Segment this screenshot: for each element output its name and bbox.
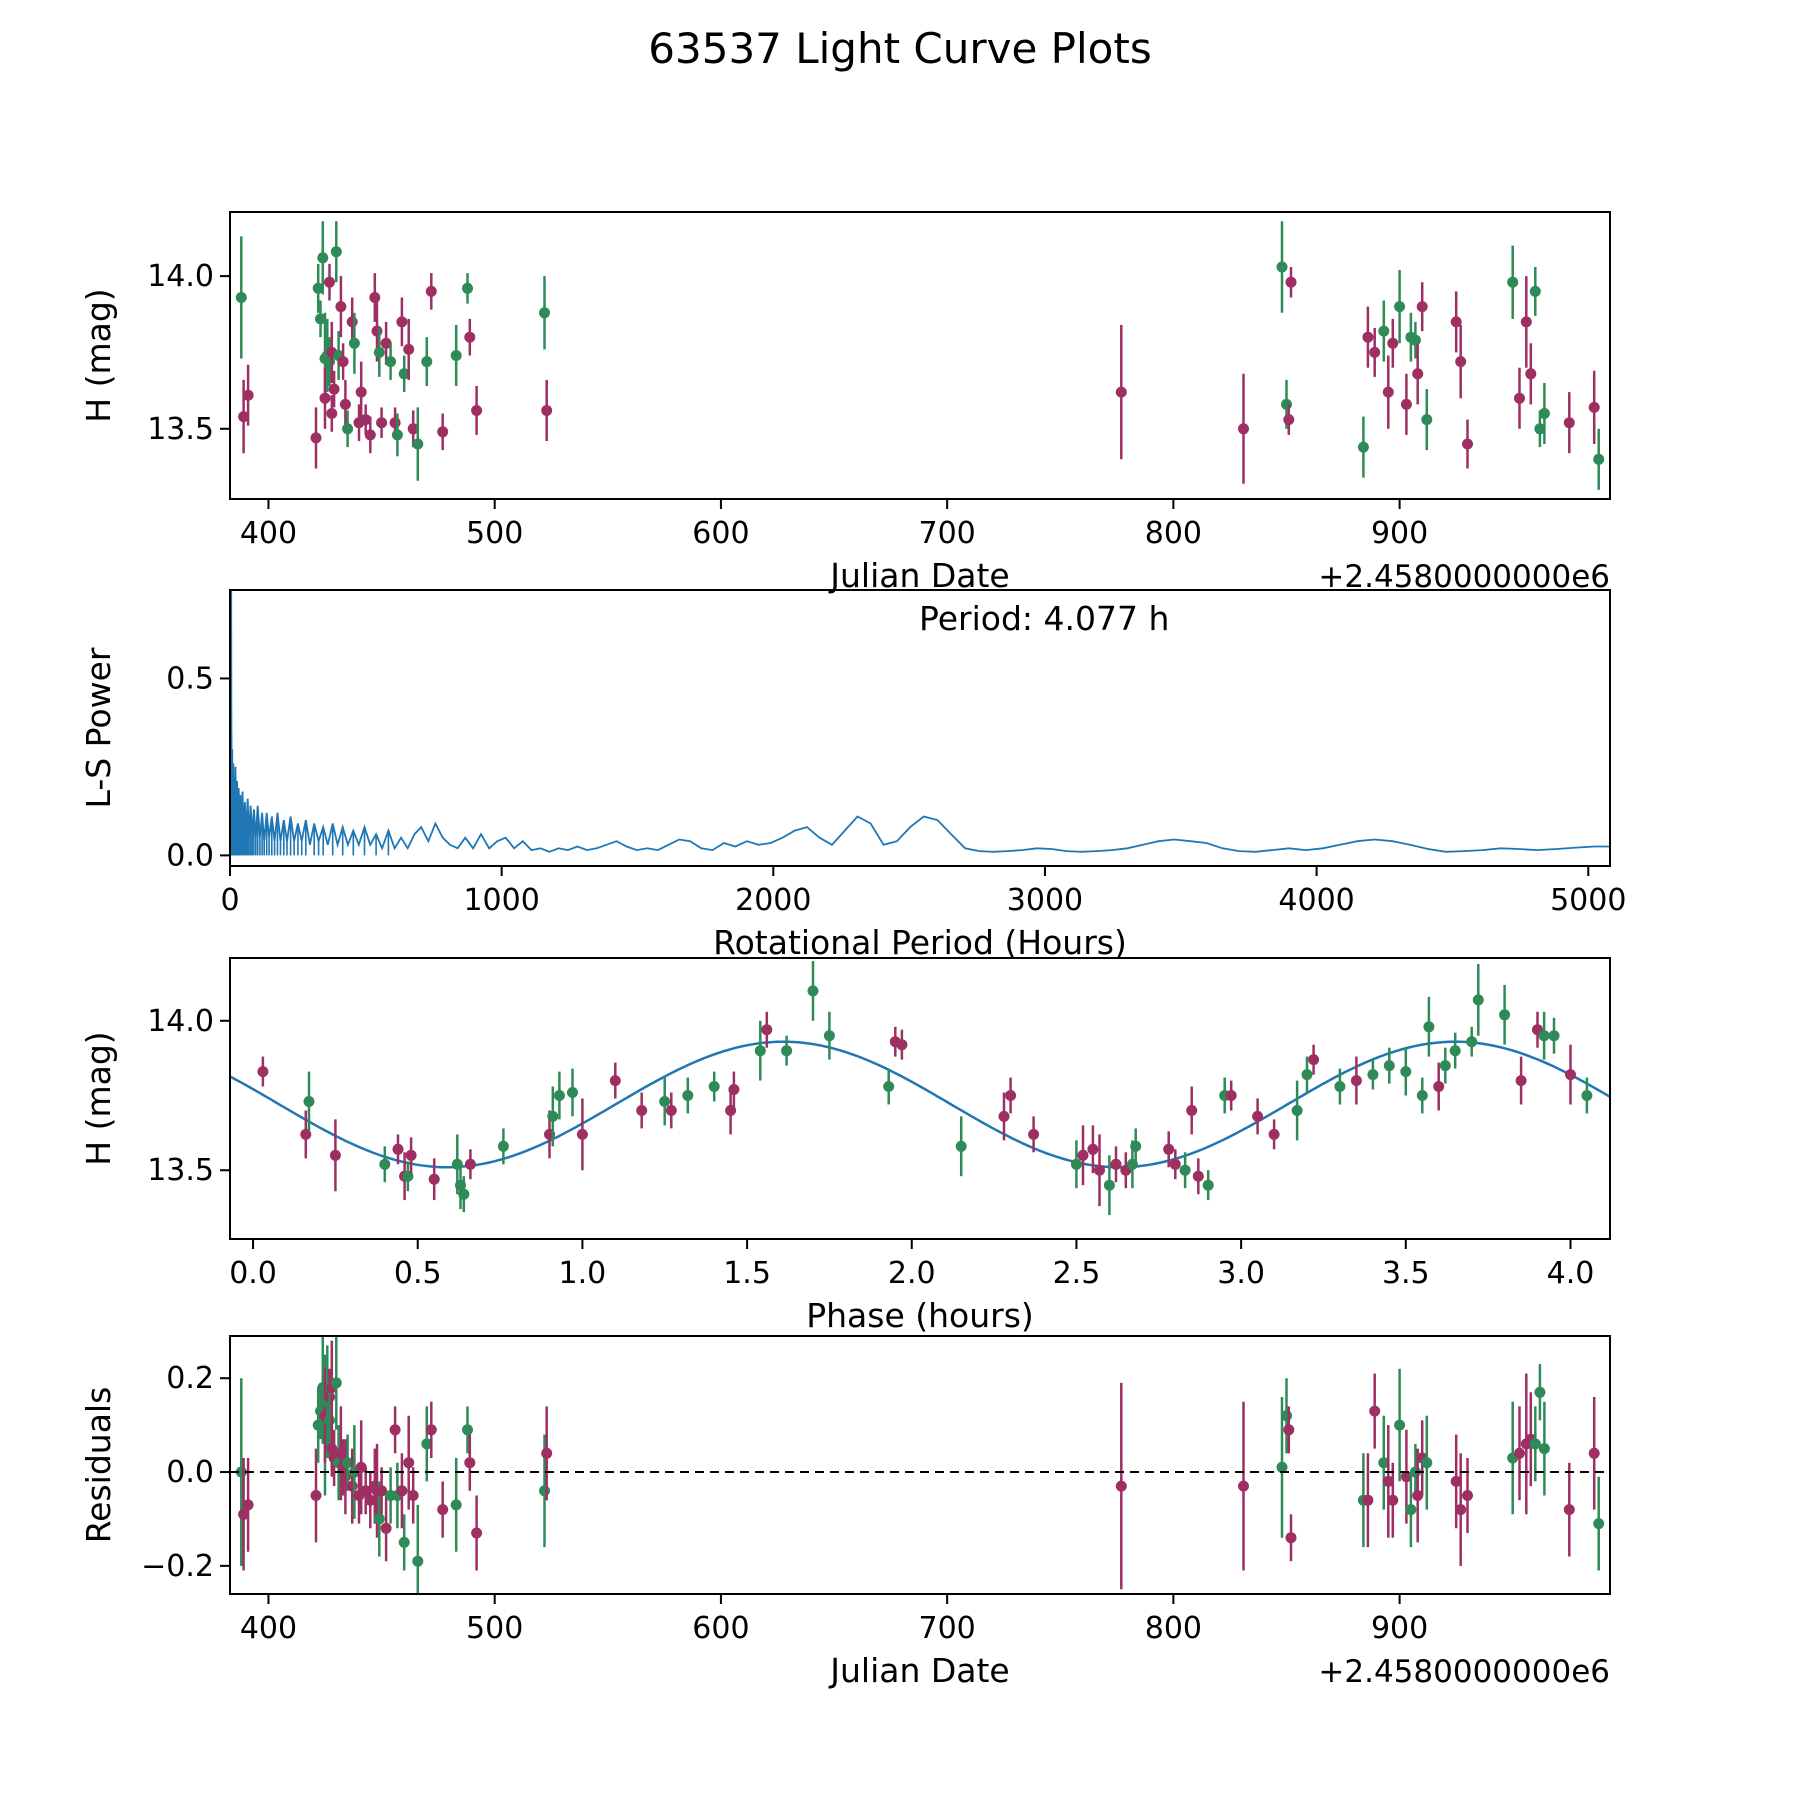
y-axis-label: H (mag)	[79, 1031, 118, 1165]
x-tick-label: 0.0	[229, 1256, 277, 1291]
jd-magnitude-data	[235, 221, 1605, 490]
residuals-data	[235, 1336, 1605, 1594]
x-tick-label: 600	[692, 516, 749, 551]
axes-spines	[229, 1335, 1611, 1595]
y-tick-label: 0.5	[166, 661, 214, 696]
y-tick-label: 0.2	[166, 1361, 214, 1396]
y-tick-label: 14.0	[147, 259, 214, 294]
x-tick-label: 600	[692, 1611, 749, 1646]
x-tick-label: 900	[1371, 1611, 1428, 1646]
x-tick-label: 3000	[1007, 883, 1083, 918]
period-annotation: Period: 4.077 h	[919, 599, 1169, 638]
x-tick-label: 700	[919, 1611, 976, 1646]
y-tick-label: 0.0	[166, 1455, 214, 1490]
x-tick-label: 400	[240, 516, 297, 551]
y-tick-label: 13.5	[147, 1153, 214, 1188]
y-tick-label: 13.5	[147, 412, 214, 447]
x-axis-label: Julian Date	[828, 556, 1010, 595]
x-tick-label: 500	[466, 516, 523, 551]
panel-phased-lightcurve: 0.0 0.5 1.0 1.5 2.0 2.5 3.0 3.5 4.0 13.5 14.0 Phase…	[79, 957, 1611, 1335]
x-tick-label: 4.0	[1547, 1256, 1595, 1291]
panel-periodogram: 0 1000 2000 3000 4000 5000 0.0 0.5 Rotational Pe…	[79, 589, 1626, 962]
figure-title: 63537 Light Curve Plots	[648, 24, 1152, 73]
x-tick-label: 3.0	[1217, 1256, 1265, 1291]
periodogram-curve	[230, 590, 1610, 856]
x-tick-label: 1.0	[559, 1256, 607, 1291]
x-tick-label: 900	[1371, 516, 1428, 551]
x-tick-label: 0.5	[394, 1256, 442, 1291]
x-tick-label: 700	[919, 516, 976, 551]
phased-lightcurve-data	[230, 961, 1610, 1216]
x-axis-label: Julian Date	[828, 1651, 1010, 1690]
x-axis-label: Rotational Period (Hours)	[713, 923, 1127, 962]
sinusoid-fit-curve	[230, 1040, 1610, 1169]
x-tick-label: 4000	[1278, 883, 1354, 918]
axes-spines	[229, 957, 1611, 1240]
x-tick-label: 3.5	[1382, 1256, 1430, 1291]
panel-residuals: 400 500 600 700 800 900 −0.2 0.0 0.2 Julian Date +…	[79, 1335, 1611, 1690]
x-tick-label: 2.0	[888, 1256, 936, 1291]
y-tick-label: −0.2	[141, 1549, 214, 1584]
x-tick-label: 500	[466, 1611, 523, 1646]
y-axis-label: H (mag)	[79, 288, 118, 422]
axis-offset-text: +2.4580000000e6	[1318, 1654, 1610, 1690]
y-tick-label: 0.0	[166, 838, 214, 873]
x-tick-label: 2000	[735, 883, 811, 918]
y-axis-label: Residuals	[79, 1387, 118, 1544]
y-axis-label: L-S Power	[79, 647, 118, 808]
y-tick-label: 14.0	[147, 1004, 214, 1039]
x-tick-label: 800	[1145, 516, 1202, 551]
x-tick-label: 1.5	[723, 1256, 771, 1291]
x-tick-label: 1000	[463, 883, 539, 918]
x-tick-label: 5000	[1550, 883, 1626, 918]
axes-spines	[229, 211, 1611, 500]
x-axis-label: Phase (hours)	[806, 1296, 1034, 1335]
axes-spines	[229, 589, 1611, 867]
x-tick-label: 400	[240, 1611, 297, 1646]
x-tick-label: 0	[220, 883, 239, 918]
x-tick-label: 800	[1145, 1611, 1202, 1646]
x-tick-label: 2.5	[1053, 1256, 1101, 1291]
